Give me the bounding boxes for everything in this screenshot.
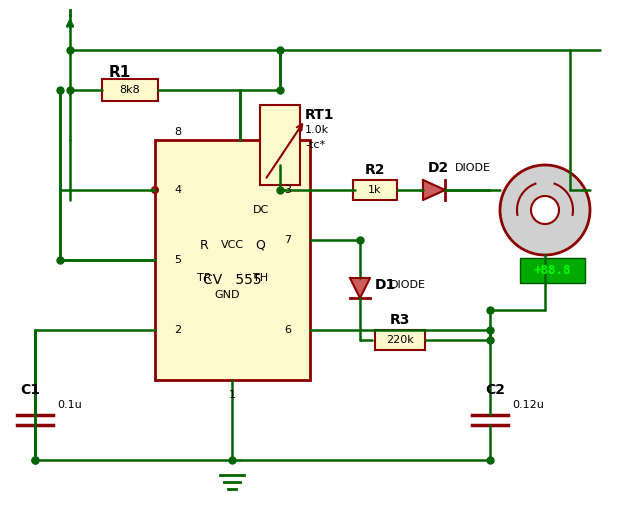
- Text: DC: DC: [252, 205, 269, 215]
- Text: VCC: VCC: [221, 240, 244, 250]
- Text: R3: R3: [390, 313, 410, 327]
- Text: D2: D2: [428, 161, 449, 175]
- Circle shape: [500, 165, 590, 255]
- Text: 1.0k: 1.0k: [305, 125, 329, 135]
- Text: TR: TR: [197, 273, 212, 283]
- Text: R2: R2: [365, 163, 385, 177]
- Text: +88.8: +88.8: [534, 264, 572, 277]
- Text: 220k: 220k: [386, 335, 414, 345]
- Text: Q: Q: [255, 238, 266, 252]
- Bar: [260, 105, 300, 185]
- Text: 3: 3: [284, 185, 291, 195]
- Text: CV   555: CV 555: [203, 273, 262, 287]
- Bar: [155, 140, 310, 380]
- Polygon shape: [423, 180, 445, 200]
- Text: 0.1u: 0.1u: [57, 400, 82, 410]
- Text: 0.12u: 0.12u: [512, 400, 544, 410]
- Text: DIODE: DIODE: [455, 163, 491, 173]
- Text: C2: C2: [485, 383, 505, 397]
- Bar: [102, 79, 158, 101]
- Text: 7: 7: [284, 235, 291, 245]
- Text: 8k8: 8k8: [120, 85, 140, 95]
- Text: 2: 2: [174, 325, 181, 335]
- Text: 1: 1: [229, 390, 236, 400]
- Circle shape: [531, 196, 559, 224]
- Polygon shape: [350, 278, 370, 298]
- Text: 1k: 1k: [368, 185, 381, 195]
- Text: R1: R1: [109, 65, 131, 79]
- Bar: [375, 330, 425, 350]
- Text: R: R: [200, 238, 209, 252]
- Text: 8: 8: [174, 127, 181, 137]
- Text: GND: GND: [215, 290, 240, 300]
- Bar: [353, 180, 397, 200]
- Text: -tc*: -tc*: [305, 140, 325, 150]
- Text: 5: 5: [174, 255, 181, 265]
- Text: D1: D1: [375, 278, 396, 292]
- Bar: [520, 257, 585, 282]
- Text: C1: C1: [20, 383, 40, 397]
- Text: DIODE: DIODE: [390, 280, 426, 290]
- Text: RT1: RT1: [305, 108, 335, 122]
- Text: TH: TH: [253, 273, 268, 283]
- Text: 4: 4: [174, 185, 181, 195]
- Text: 6: 6: [284, 325, 291, 335]
